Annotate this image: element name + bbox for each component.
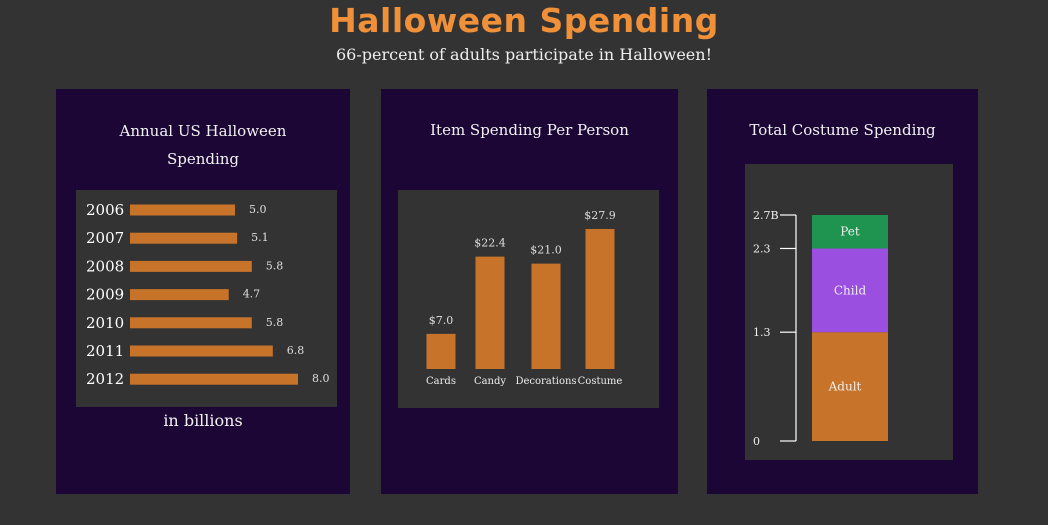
annual-spending-svg: 2006 5.0 2007 5.1 2008 5.8 2009 4.7 2010 5.8 2011 6… bbox=[86, 201, 330, 388]
annual-spending-panel: Annual US Halloween Spending 2006 5.0 2007… bbox=[56, 89, 350, 494]
costume-spending-chart: Adult Child Pet 0 1.3 2.3 2.7B bbox=[745, 164, 953, 460]
costume-axis-label: 2.7B bbox=[753, 209, 779, 222]
page-title: Halloween Spending bbox=[329, 1, 719, 40]
year-bar bbox=[130, 260, 252, 272]
annual-spending-title: Annual US Halloween Spending bbox=[119, 122, 287, 168]
item-category-label: Costume bbox=[578, 376, 623, 387]
year-value-label: 4.7 bbox=[243, 288, 261, 301]
costume-segment-label: Child bbox=[834, 283, 867, 297]
costume-spending-panel: Total Costume Spending Adult Child Pet 0 1.3… bbox=[707, 89, 978, 494]
year-label: 2010 bbox=[86, 314, 124, 332]
item-spending-chart: $7.0 Cards $22.4 Candy $21.0 Decorations $27.9… bbox=[398, 190, 659, 408]
item-bar bbox=[426, 333, 456, 369]
item-spending-panel: Item Spending Per Person $7.0 Cards $22.4 C… bbox=[381, 89, 678, 494]
costume-axis-label: 1.3 bbox=[753, 326, 771, 339]
costume-segment-adult bbox=[812, 332, 888, 441]
costume-segment-pet bbox=[812, 215, 888, 249]
item-category-label: Cards bbox=[426, 376, 456, 387]
year-label: 2006 bbox=[86, 201, 124, 219]
year-value-label: 5.8 bbox=[266, 316, 284, 329]
item-spending-svg: $7.0 Cards $22.4 Candy $21.0 Decorations $27.9… bbox=[426, 209, 623, 387]
year-label: 2009 bbox=[86, 286, 124, 304]
year-bar bbox=[130, 345, 273, 357]
costume-segment-label: Pet bbox=[840, 225, 860, 239]
item-spending-title: Item Spending Per Person bbox=[430, 121, 629, 139]
costume-spending-svg: Adult Child Pet 0 1.3 2.3 2.7B bbox=[753, 209, 888, 448]
item-value-label: $27.9 bbox=[584, 209, 616, 222]
page-subtitle: 66-percent of adults participate in Hall… bbox=[336, 45, 712, 64]
costume-axis-label: 0 bbox=[753, 435, 760, 448]
item-category-label: Decorations bbox=[515, 376, 576, 387]
costume-segment-label: Adult bbox=[828, 380, 862, 394]
year-bar bbox=[130, 232, 238, 244]
item-bar bbox=[531, 263, 561, 369]
year-bar bbox=[130, 204, 235, 216]
year-value-label: 6.8 bbox=[287, 344, 305, 357]
costume-segment-child bbox=[812, 248, 888, 333]
year-bar bbox=[130, 373, 298, 385]
year-label: 2007 bbox=[86, 229, 124, 247]
year-value-label: 5.0 bbox=[249, 203, 267, 216]
item-value-label: $7.0 bbox=[429, 314, 454, 327]
costume-axis-label: 2.3 bbox=[753, 242, 771, 255]
year-value-label: 8.0 bbox=[312, 372, 330, 385]
year-label: 2012 bbox=[86, 370, 124, 388]
item-bar bbox=[585, 229, 615, 369]
costume-spending-title: Total Costume Spending bbox=[749, 121, 936, 139]
year-label: 2011 bbox=[86, 342, 124, 360]
year-label: 2008 bbox=[86, 257, 124, 275]
year-value-label: 5.1 bbox=[251, 231, 269, 244]
item-value-label: $22.4 bbox=[474, 237, 506, 250]
item-value-label: $21.0 bbox=[530, 244, 562, 257]
year-bar bbox=[130, 289, 229, 301]
annual-spending-unit: in billions bbox=[163, 411, 243, 430]
item-bar bbox=[475, 256, 505, 369]
annual-spending-chart: 2006 5.0 2007 5.1 2008 5.8 2009 4.7 2010 5.8 2011 6… bbox=[76, 190, 337, 407]
year-bar bbox=[130, 317, 252, 329]
year-value-label: 5.8 bbox=[266, 259, 284, 272]
item-category-label: Candy bbox=[474, 376, 506, 387]
